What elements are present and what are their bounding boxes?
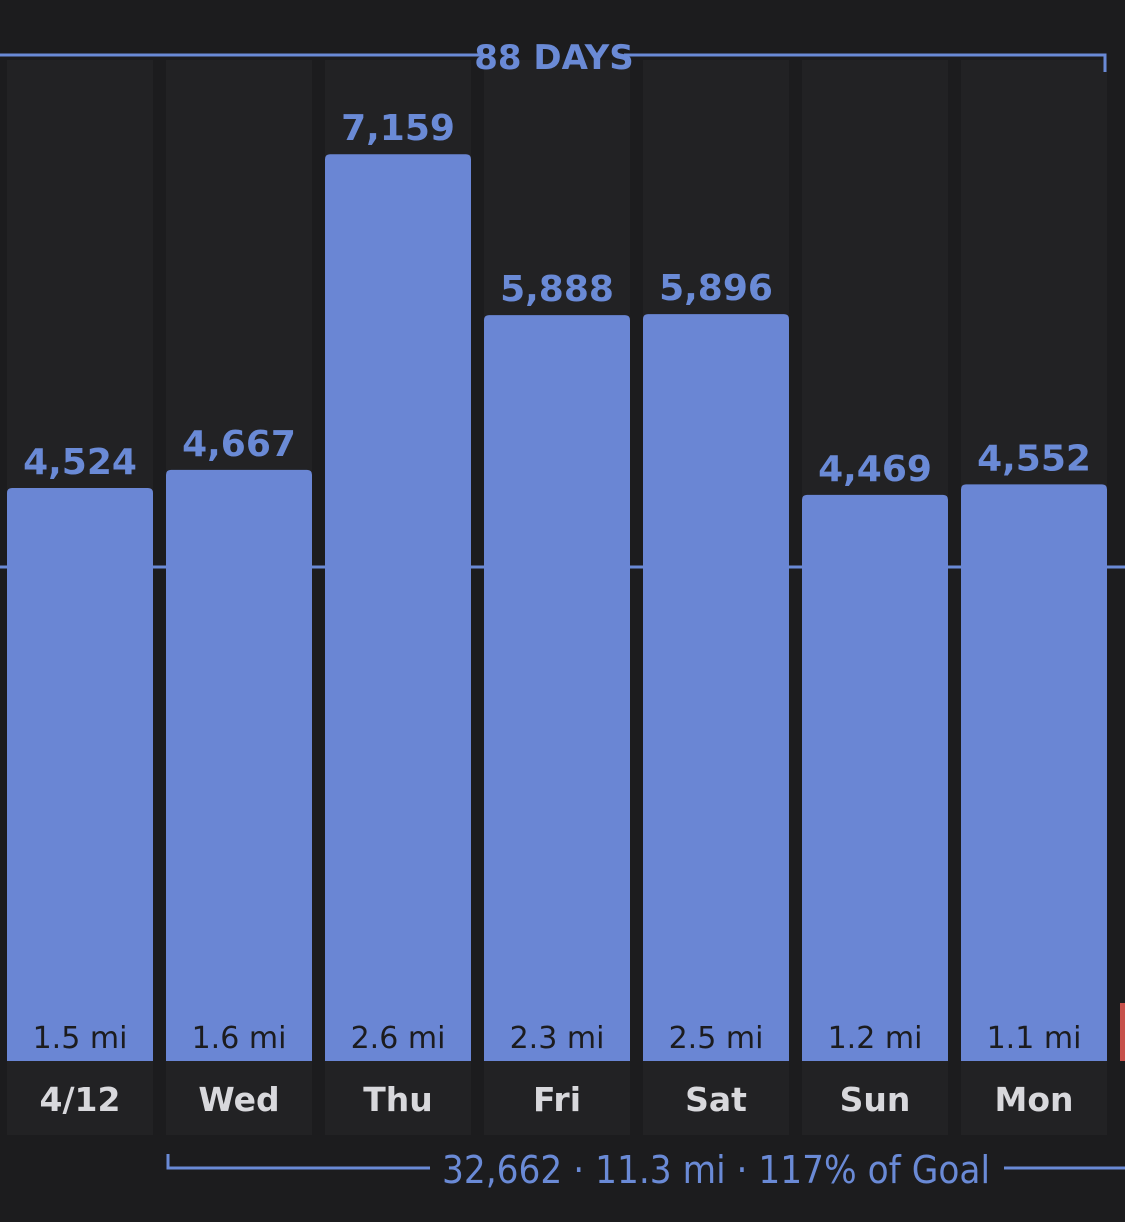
bar-5[interactable]: [802, 494, 948, 1062]
streak-label: 88 DAYS: [474, 38, 634, 78]
summary-bracket-line-left: [166, 1154, 430, 1170]
streak-bracket-line-right: [624, 53, 1107, 72]
bars: [7, 154, 1107, 1062]
bar-value-label-6: 4,552: [977, 438, 1091, 479]
bar-distance-label-6: 1.1 mi: [987, 1021, 1082, 1056]
bar-6[interactable]: [961, 484, 1107, 1061]
day-label-6: Mon: [994, 1080, 1073, 1119]
bar-value-label-0: 4,524: [23, 442, 137, 483]
bar-value-label-2: 7,159: [341, 108, 455, 149]
bar-3[interactable]: [484, 315, 630, 1062]
bar-value-label-4: 5,896: [659, 268, 773, 309]
day-label-4: Sat: [685, 1080, 747, 1119]
bar-distance-label-3: 2.3 mi: [510, 1021, 605, 1056]
bar-distance-label-0: 1.5 mi: [33, 1021, 128, 1056]
day-label-3: Fri: [533, 1080, 581, 1119]
bar-value-label-5: 4,469: [818, 449, 932, 490]
bar-0[interactable]: [7, 487, 153, 1062]
bar-distance-label-4: 2.5 mi: [669, 1021, 764, 1056]
streak-bracket: 88 DAYS: [0, 38, 1107, 78]
summary-bracket: 32,662 · 11.3 mi · 117% of Goal: [166, 1148, 1125, 1192]
labels: 4,524 1.5 mi 4/12 4,667 1.6 mi Wed 7,159 2.6 mi…: [23, 108, 1091, 1119]
day-label-2: Thu: [363, 1080, 433, 1119]
day-label-5: Sun: [840, 1080, 911, 1119]
day-label-0: 4/12: [40, 1080, 121, 1119]
bar-value-label-3: 5,888: [500, 269, 614, 310]
bar-distance-label-2: 2.6 mi: [351, 1021, 446, 1056]
next-day-bar-partial: [1120, 1003, 1125, 1061]
bar-distance-label-5: 1.2 mi: [828, 1021, 923, 1056]
day-label-1: Wed: [198, 1080, 279, 1119]
bar-4[interactable]: [643, 314, 789, 1061]
bar-value-label-1: 4,667: [182, 424, 296, 465]
bar-1[interactable]: [166, 469, 312, 1061]
bar-distance-label-1: 1.6 mi: [192, 1021, 287, 1056]
bar-2[interactable]: [325, 154, 471, 1061]
weekly-summary: 32,662 · 11.3 mi · 117% of Goal: [442, 1148, 990, 1192]
